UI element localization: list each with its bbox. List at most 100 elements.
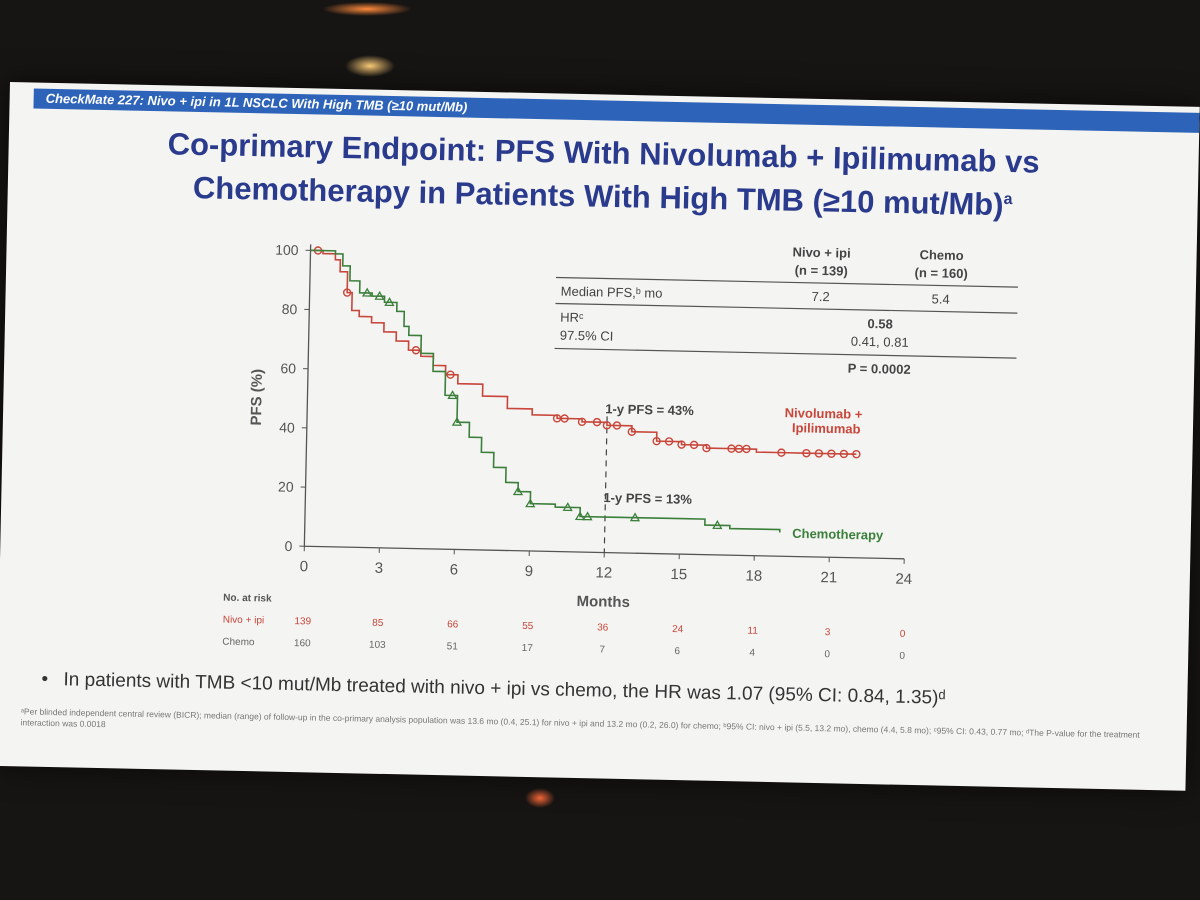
series-label-nivo-line1: Nivolumab + (785, 405, 863, 422)
censor-mark-nivo (677, 440, 686, 449)
censor-mark-nivo (742, 444, 751, 454)
x-tick-label: 21 (820, 569, 837, 586)
stage-light-mid (345, 55, 395, 77)
censor-mark-chemo (361, 287, 373, 297)
censor-mark-chemo (447, 390, 458, 400)
censor-mark-chemo (384, 297, 395, 307)
censor-mark-chemo (712, 520, 723, 530)
y-tick-label: 20 (278, 479, 294, 495)
y-tick-label: 100 (275, 242, 299, 258)
series-label-nivo-line2: Ipilimumab (792, 420, 861, 436)
table-rule (555, 302, 1018, 314)
censor-mark-chemo (525, 498, 536, 508)
annotation-label: 1-y PFS = 43% (605, 401, 694, 418)
series-line-chemo (310, 249, 781, 533)
presentation-slide: CheckMate 227: Nivo + ipi in 1L NSCLC Wi… (0, 82, 1200, 791)
risk-row-value: 11 (747, 626, 758, 637)
censor-mark-nivo (664, 437, 674, 446)
series-label-chemo: Chemotherapy (792, 526, 884, 543)
x-tick-label: 12 (595, 564, 612, 581)
y-tick-label: 0 (284, 538, 292, 554)
censor-mark-nivo (689, 440, 699, 450)
risk-row-value: 0 (899, 651, 905, 662)
censor-mark-nivo (592, 417, 602, 427)
table-row-ci-label: 97.5% CI (560, 328, 614, 344)
risk-row-value: 7 (599, 644, 605, 655)
censor-mark-chemo (574, 511, 586, 521)
table-ci-value: 0.41, 0.81 (851, 334, 909, 350)
risk-row-value: 0 (900, 629, 906, 640)
x-tick-label: 0 (300, 558, 309, 575)
censor-mark-nivo (342, 288, 352, 297)
table-col-nivo-head: Nivo + ipi (792, 244, 850, 260)
risk-row-value: 139 (294, 616, 311, 627)
y-tick-label: 80 (282, 301, 298, 317)
censor-mark-nivo (627, 427, 637, 436)
risk-row-value: 55 (522, 621, 534, 632)
table-col-chemo-head: Chemo (919, 247, 963, 263)
table-p-value: P = 0.0002 (848, 361, 911, 377)
censor-mark-nivo (612, 421, 622, 430)
censor-mark-nivo (577, 417, 587, 427)
table-hr-value: 0.58 (867, 316, 893, 332)
censor-mark-nivo (814, 449, 824, 458)
censor-mark-nivo (777, 448, 786, 457)
x-tick-label: 9 (525, 563, 534, 580)
risk-row-value: 24 (672, 624, 684, 635)
annotation-label: 1-y PFS = 13% (603, 490, 692, 507)
table-median-nivo: 7.2 (811, 289, 829, 304)
censor-mark-nivo (560, 414, 569, 423)
censor-mark-nivo (802, 448, 811, 458)
risk-row-value: 36 (597, 622, 609, 633)
censor-mark-chemo (451, 416, 463, 426)
risk-row-value: 160 (294, 638, 311, 649)
censor-mark-chemo (582, 511, 593, 521)
censor-mark-chemo (629, 512, 641, 522)
risk-row-value: 51 (447, 641, 459, 652)
censor-mark-chemo (512, 486, 524, 496)
risk-row-value: 0 (824, 649, 830, 660)
censor-mark-nivo (839, 449, 849, 459)
risk-row-value: 6 (674, 646, 680, 657)
risk-row-value: 66 (447, 619, 459, 630)
x-tick-label: 24 (895, 571, 912, 588)
censor-mark-nivo (652, 436, 661, 446)
censor-mark-nivo (702, 443, 711, 453)
risk-row-value: 17 (522, 643, 534, 654)
risk-row-value: 103 (369, 640, 386, 651)
censor-mark-nivo (446, 370, 455, 379)
bullet-dot: • (41, 668, 49, 690)
censor-mark-nivo (411, 346, 421, 355)
footnote: ᵃPer blinded independent central review … (20, 706, 1140, 740)
table-row-hr-label: HRᶜ (560, 310, 584, 325)
risk-row-value: 3 (825, 627, 831, 638)
y-tick-label: 40 (279, 419, 295, 435)
y-tick-label: 60 (280, 360, 296, 376)
risk-table-header: No. at risk (223, 593, 272, 605)
table-col-chemo-n: (n = 160) (914, 265, 967, 281)
stage-light-top (322, 2, 412, 16)
censor-mark-chemo (374, 290, 385, 300)
risk-row-value: 4 (749, 648, 755, 659)
risk-table: No. at risk Nivo + ipi 139 85 66 55 36 24 11 3 0 Ch… (222, 593, 906, 662)
y-axis-title: PFS (%) (248, 369, 266, 426)
x-tick-label: 15 (670, 566, 687, 583)
table-rule (554, 347, 1017, 359)
chart-curves: 1-y PFS = 43% 1-y PFS = 13% Nivolumab +Ipi… (310, 246, 884, 543)
stage-light-bottom (525, 788, 555, 808)
x-tick-label: 6 (450, 561, 459, 578)
x-tick-label: 18 (745, 568, 762, 585)
risk-row-label: Nivo + ipi (223, 615, 265, 627)
risk-row-value: 85 (372, 618, 384, 629)
censor-mark-nivo (602, 421, 612, 430)
risk-row-label: Chemo (222, 637, 255, 649)
series-line-nivo (310, 249, 857, 456)
summary-table: Nivo + ipi (n = 139) Chemo (n = 160) Median … (554, 244, 1018, 377)
x-tick-label: 3 (375, 560, 384, 577)
censor-mark-chemo (562, 502, 573, 512)
chart-axes: 0 20 40 60 80 100 0 3 6 9 12 15 18 21 24 Months PFS (%) (248, 242, 912, 612)
table-row-median-label: Median PFS,ᵇ mo (561, 284, 663, 301)
landmark-12-month-line (603, 416, 608, 553)
y-axis-line (303, 244, 312, 547)
table-col-nivo-n: (n = 139) (795, 262, 848, 278)
